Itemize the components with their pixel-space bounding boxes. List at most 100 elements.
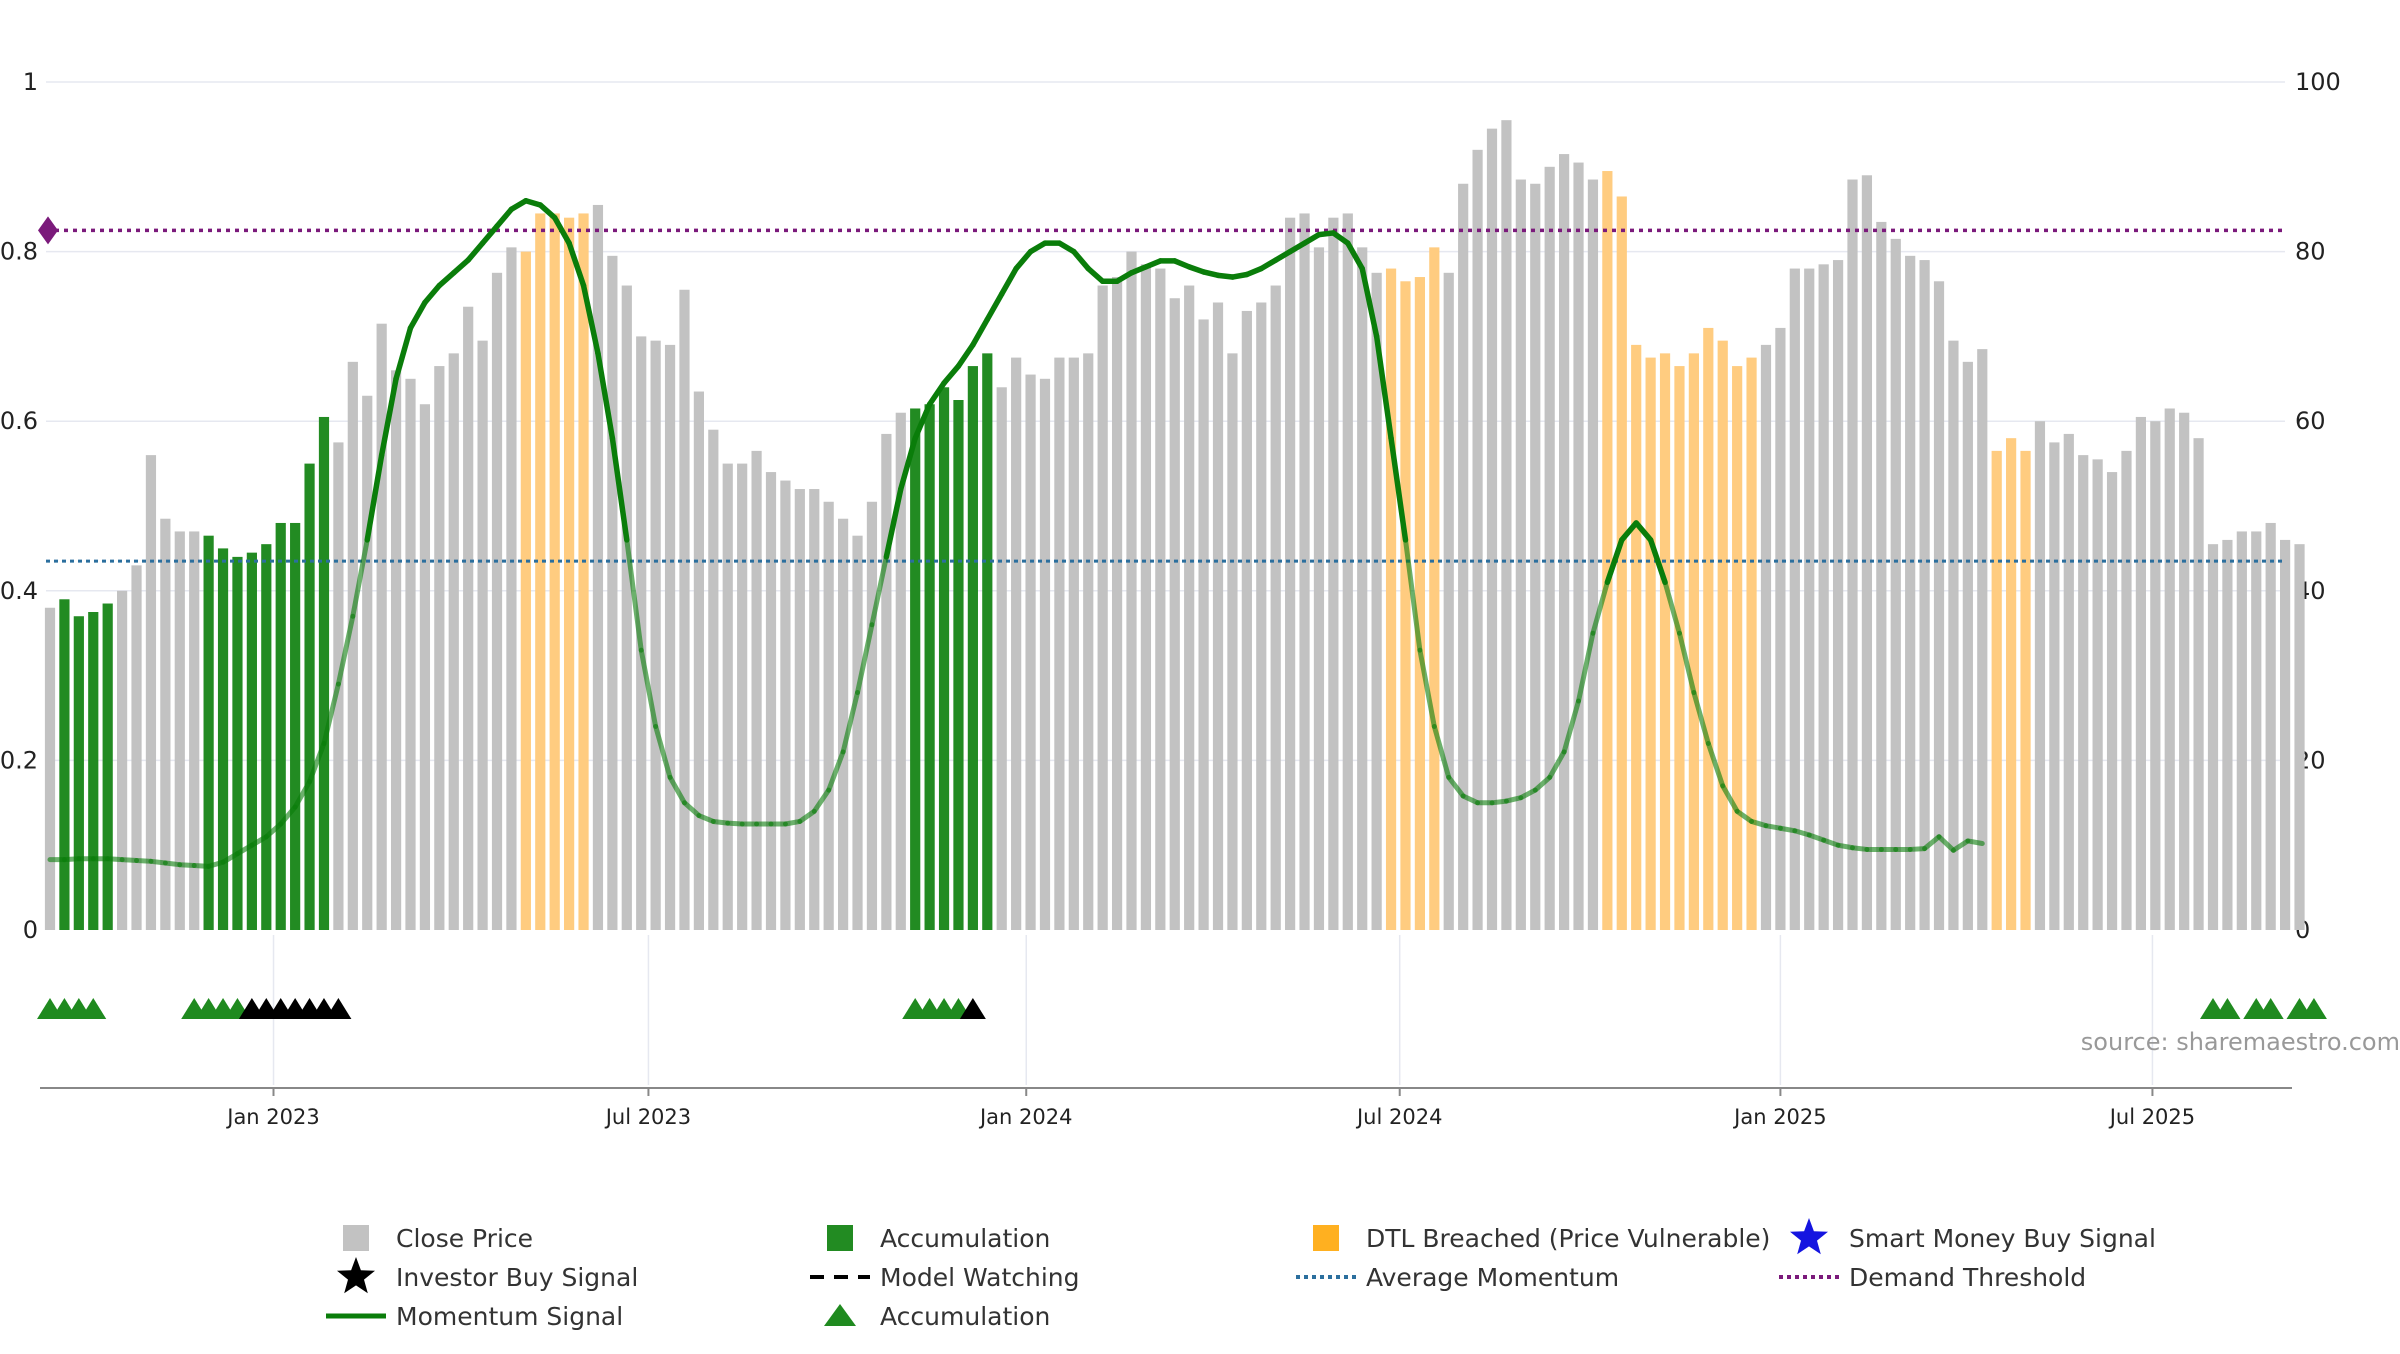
dtl-breached-bar xyxy=(520,251,531,931)
momentum-segment xyxy=(1821,837,1841,848)
momentum-segment xyxy=(1330,230,1351,246)
accumulation-triangle xyxy=(2214,998,2241,1019)
momentum-segment xyxy=(551,214,572,246)
source-note: source: sharemaestro.com xyxy=(2081,1028,2400,1056)
accumulation-bar xyxy=(953,400,964,930)
momentum-segment xyxy=(1460,793,1481,806)
close-price-bar xyxy=(823,501,834,930)
accumulation-bar xyxy=(88,612,99,930)
legend: Close Price Accumulation DTL Breached (Pri… xyxy=(326,1218,2156,1331)
momentum-segment xyxy=(234,842,255,857)
momentum-segment xyxy=(1373,333,1394,441)
dtl-breached-bar xyxy=(1732,366,1743,931)
close-price-bar xyxy=(1789,268,1800,930)
dtl-breached-bar xyxy=(1991,450,2002,930)
right-axis-tick-label: 60 xyxy=(2295,407,2326,435)
dtl-breached-bar xyxy=(1659,353,1671,930)
dtl-breached-bar xyxy=(2006,438,2017,930)
left-axis-tick-label: 0.8 xyxy=(0,238,38,266)
momentum-segment xyxy=(1027,240,1048,255)
close-price-bar xyxy=(607,255,618,931)
momentum-segment xyxy=(1965,838,1985,847)
close-price-bar xyxy=(2294,544,2305,930)
close-price-bar xyxy=(1948,340,1959,930)
momentum-segment xyxy=(508,197,529,212)
accumulation-triangle xyxy=(2300,998,2327,1019)
close-price-bar xyxy=(2092,459,2103,930)
close-price-bar xyxy=(1111,277,1123,930)
close-price-bar xyxy=(592,204,604,930)
momentum-segment xyxy=(278,804,298,827)
dtl-breached-bar xyxy=(1688,353,1699,930)
momentum-segment xyxy=(826,749,846,793)
momentum-segment xyxy=(1590,579,1610,636)
momentum-segment xyxy=(1272,248,1293,263)
momentum-segment xyxy=(580,282,601,357)
momentum-segment xyxy=(307,740,327,785)
close-price-bar xyxy=(1241,310,1252,931)
momentum-segment xyxy=(335,613,356,687)
accumulation-bar xyxy=(924,404,935,930)
dtl-breached-bar xyxy=(2020,450,2031,930)
close-price-bar xyxy=(679,289,690,930)
close-price-bar xyxy=(347,361,358,931)
momentum-segment xyxy=(1388,435,1409,543)
close-price-bar xyxy=(1443,272,1454,930)
close-price-bar xyxy=(1371,272,1382,930)
momentum-segment xyxy=(249,834,269,848)
investor-buy-triangle xyxy=(959,998,986,1019)
close-price-bar xyxy=(1169,298,1180,930)
dtl-breached-bar xyxy=(1602,171,1613,931)
momentum-segment xyxy=(1532,774,1553,793)
price-bars xyxy=(44,120,2305,931)
close-price-bar xyxy=(2222,539,2233,930)
momentum-segment xyxy=(1301,231,1322,246)
close-price-bar xyxy=(1486,128,1498,930)
dtl-breached-bar xyxy=(1717,340,1728,930)
close-price-bar xyxy=(1083,353,1094,930)
momentum-segment xyxy=(1633,520,1654,543)
close-price-bar xyxy=(1501,120,1512,930)
momentum-segment xyxy=(869,554,889,628)
legend-label-average-momentum: Average Momentum xyxy=(1366,1263,1619,1292)
momentum-segment xyxy=(1071,248,1091,272)
momentum-signal xyxy=(47,197,1985,869)
momentum-segment xyxy=(1705,740,1726,789)
close-price-bar xyxy=(664,344,676,930)
close-price-bar xyxy=(448,353,459,930)
momentum-segment xyxy=(1561,698,1582,755)
accumulation-bar xyxy=(217,548,229,930)
x-axis-tick-label: Jul 2023 xyxy=(604,1105,691,1129)
close-price-bar xyxy=(1328,217,1339,930)
close-price-bar xyxy=(1054,357,1065,931)
dtl-breached-bar xyxy=(1385,268,1397,930)
momentum-segment xyxy=(1720,783,1740,814)
accumulation-bar xyxy=(102,603,113,930)
left-axis-tick-label: 0.2 xyxy=(0,746,38,774)
momentum-segment xyxy=(1647,537,1668,586)
legend-triangle-accumulation xyxy=(824,1304,856,1326)
close-price-bar xyxy=(434,366,445,931)
momentum-segment xyxy=(811,787,832,814)
close-price-bar xyxy=(1198,319,1209,930)
momentum-segment xyxy=(912,401,933,441)
close-price-bar xyxy=(1905,255,1916,931)
close-price-bar xyxy=(621,285,632,930)
close-price-bar xyxy=(1313,247,1325,931)
dtl-breached-bar xyxy=(578,213,589,930)
legend-label-close-price: Close Price xyxy=(396,1224,533,1253)
momentum-segment xyxy=(941,363,962,386)
close-price-bar xyxy=(1962,361,1973,931)
left-axis-tick-label: 0.6 xyxy=(0,407,38,435)
close-price-bar xyxy=(1818,264,1829,930)
legend-label-dtl-breached-price-vulnerable: DTL Breached (Price Vulnerable) xyxy=(1366,1224,1770,1253)
dtl-breached-bar xyxy=(1746,357,1757,931)
accumulation-bar xyxy=(246,552,257,930)
momentum-segment xyxy=(1792,828,1812,838)
close-price-bar xyxy=(895,412,906,931)
momentum-segment xyxy=(1936,834,1956,853)
momentum-segment xyxy=(1619,520,1639,543)
accumulation-bar xyxy=(203,535,214,930)
dtl-breached-bar xyxy=(1674,366,1685,931)
close-price-bar xyxy=(2236,531,2247,930)
